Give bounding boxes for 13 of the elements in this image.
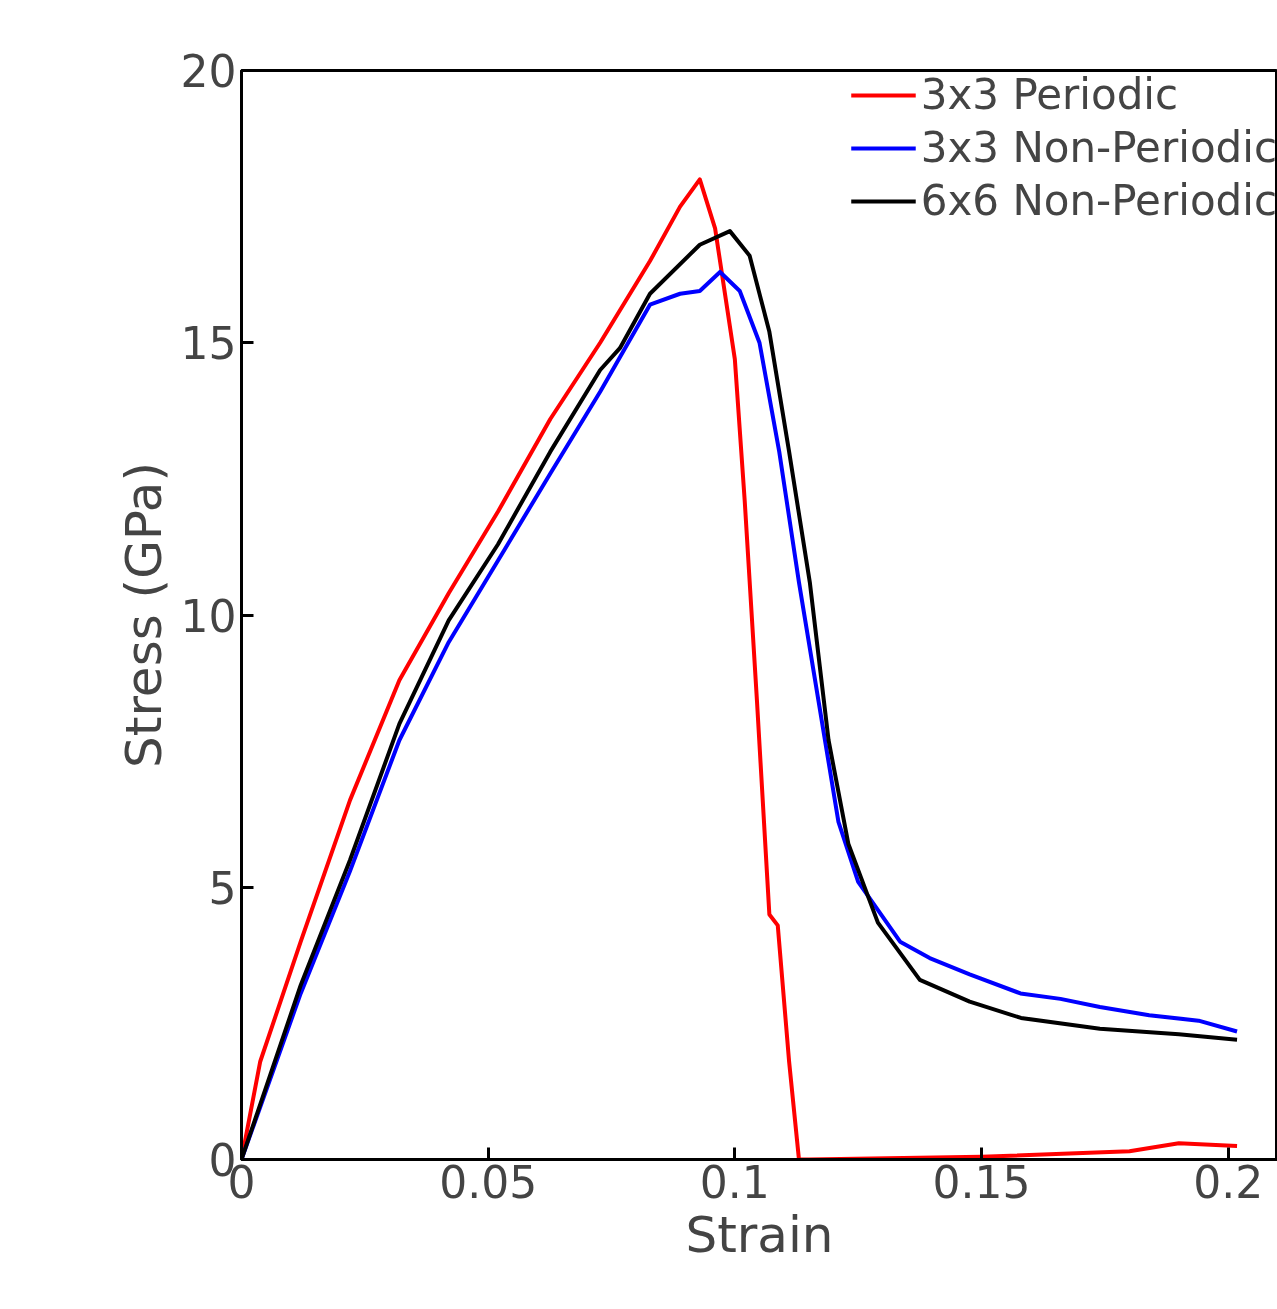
legend-label: 3x3 Non-Periodic <box>920 123 1277 172</box>
y-tick-label: 5 <box>208 862 237 914</box>
x-tick-label: 0.05 <box>439 1156 538 1208</box>
x-tick-label: 0.2 <box>1193 1156 1264 1208</box>
x-tick-label: 0.15 <box>932 1156 1031 1208</box>
y-axis-title: Stress (GPa) <box>114 462 173 768</box>
x-axis-title: Strain <box>685 1205 834 1264</box>
legend-label: 3x3 Periodic <box>920 70 1179 119</box>
y-tick-label: 20 <box>180 46 237 97</box>
y-tick-label: 10 <box>180 590 237 642</box>
legend-label: 6x6 Non-Periodic <box>920 176 1277 225</box>
x-tick-label: 0.1 <box>699 1156 770 1208</box>
y-tick-label: 15 <box>180 318 237 370</box>
